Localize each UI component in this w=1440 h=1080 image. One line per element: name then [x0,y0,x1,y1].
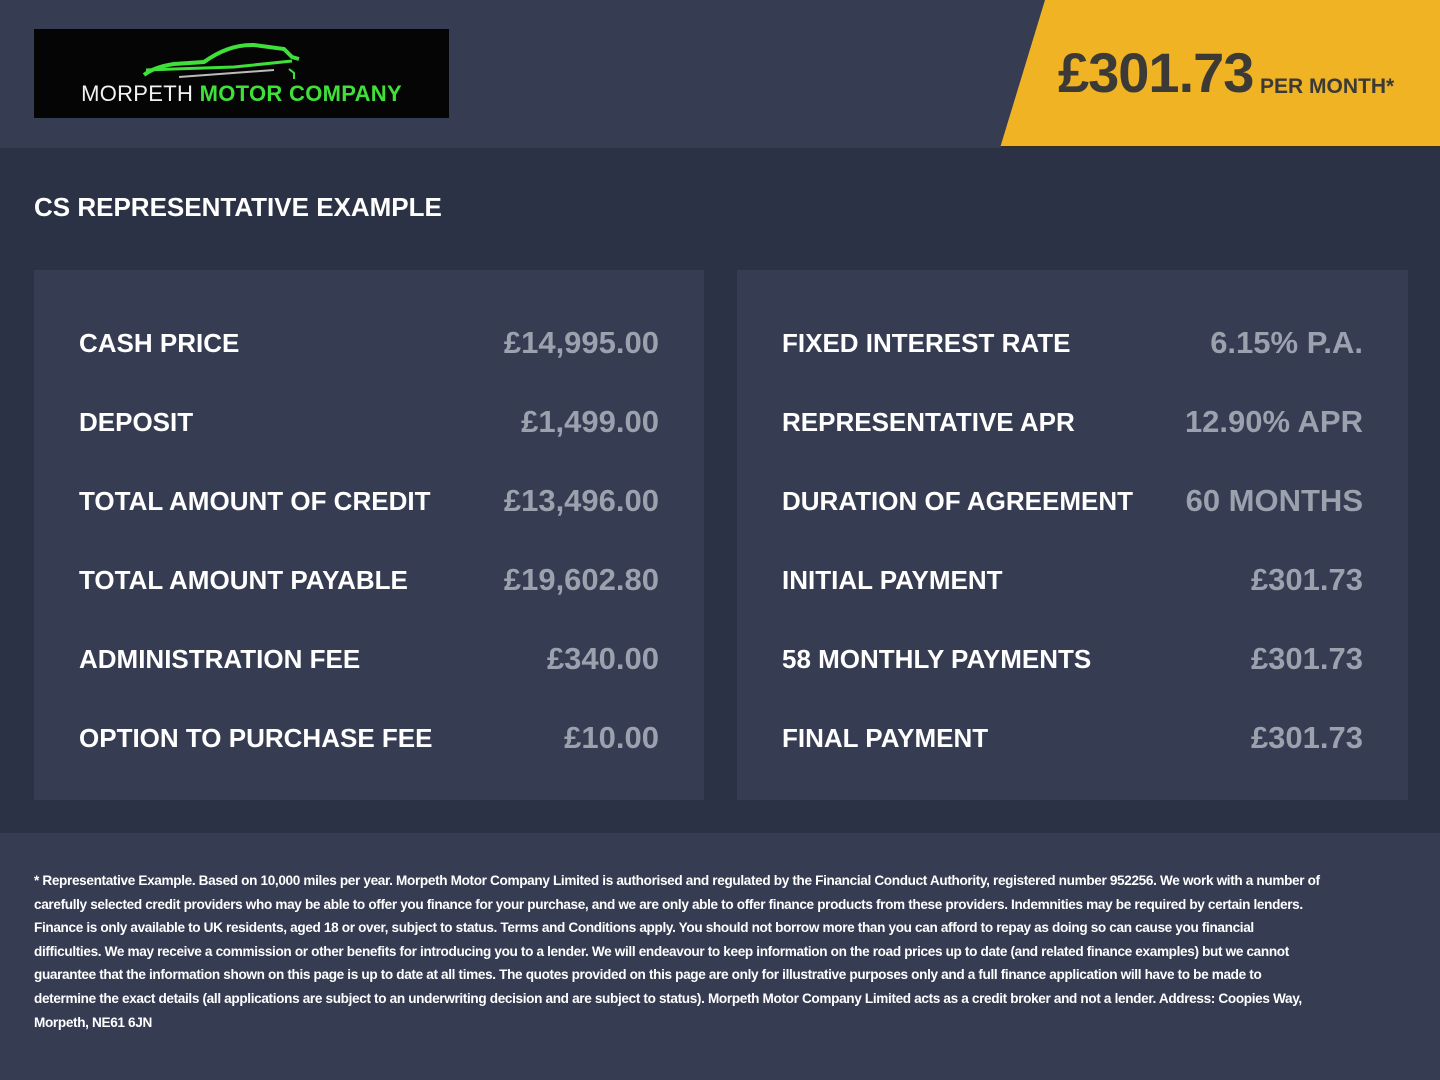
detail-label: CASH PRICE [79,327,240,358]
finance-details-left: CASH PRICE £14,995.00 DEPOSIT £1,499.00 TO… [34,270,704,800]
detail-value: £13,496.00 [503,483,659,518]
detail-label: DURATION OF AGREEMENT [782,485,1133,516]
detail-label: ADMINISTRATION FEE [79,643,361,674]
disclaimer-line: Morpeth, NE61 6JN [34,1014,152,1030]
detail-label: INITIAL PAYMENT [782,564,1003,595]
detail-row: TOTAL AMOUNT PAYABLE £19,602.80 [79,560,659,600]
monthly-price-badge: £301.73 PER MONTH* [1000,0,1440,148]
detail-value: £301.73 [1250,720,1363,755]
detail-value: £301.73 [1250,641,1363,676]
detail-row: DEPOSIT £1,499.00 [79,402,659,442]
detail-value: 6.15% P.A. [1210,325,1363,360]
disclaimer-line: * Representative Example. Based on 10,00… [34,873,1320,888]
detail-value: £301.73 [1250,562,1363,597]
disclaimer-footer: * Representative Example. Based on 10,00… [0,833,1440,1080]
detail-label: TOTAL AMOUNT PAYABLE [79,564,408,595]
disclaimer-line: Finance is only available to UK resident… [34,920,1254,936]
detail-value: £10.00 [564,720,659,755]
monthly-price: £301.73 [1058,41,1254,104]
detail-row: TOTAL AMOUNT OF CREDIT £13,496.00 [79,481,659,521]
disclaimer-line: carefully selected credit providers who … [34,896,1303,912]
detail-row: ADMINISTRATION FEE £340.00 [79,639,659,679]
detail-label: FINAL PAYMENT [782,722,989,753]
finance-details-right: FIXED INTEREST RATE 6.15% P.A. REPRESENTA… [737,270,1408,800]
detail-label: REPRESENTATIVE APR [782,406,1075,437]
detail-row: FIXED INTEREST RATE 6.15% P.A. [782,323,1363,363]
detail-label: 58 MONTHLY PAYMENTS [782,643,1092,674]
detail-label: OPTION TO PURCHASE FEE [79,722,433,753]
section-title: CS REPRESENTATIVE EXAMPLE [34,192,442,222]
per-month-label: PER MONTH* [1260,75,1395,98]
detail-value: £19,602.80 [503,562,659,597]
disclaimer-line: guarantee that the information shown on … [34,967,1262,983]
disclaimer-line: determine the exact details (all applica… [34,990,1302,1006]
detail-value: £340.00 [546,641,659,676]
disclaimer-line: difficulties. We may receive a commissio… [34,943,1289,959]
detail-value: £1,499.00 [521,404,659,439]
detail-row: REPRESENTATIVE APR 12.90% APR [782,402,1363,442]
detail-row: INITIAL PAYMENT £301.73 [782,560,1363,600]
detail-label: TOTAL AMOUNT OF CREDIT [79,485,431,516]
disclaimer-text: * Representative Example. Based on 10,00… [34,869,1320,1034]
car-silhouette-icon [142,42,300,79]
detail-row: OPTION TO PURCHASE FEE £10.00 [79,718,659,758]
logo-text: MORPETH MOTOR COMPANY [81,81,402,106]
detail-row: 58 MONTHLY PAYMENTS £301.73 [782,639,1363,679]
detail-label: DEPOSIT [79,406,194,437]
detail-value: 12.90% APR [1184,404,1363,439]
detail-value: 60 MONTHS [1185,483,1363,518]
header: MORPETH MOTOR COMPANY £301.73 PER MONTH* [0,0,1440,148]
company-logo: MORPETH MOTOR COMPANY [34,29,449,118]
detail-row: DURATION OF AGREEMENT 60 MONTHS [782,481,1363,521]
detail-row: FINAL PAYMENT £301.73 [782,718,1363,758]
detail-row: CASH PRICE £14,995.00 [79,323,659,363]
detail-label: FIXED INTEREST RATE [782,327,1071,358]
detail-value: £14,995.00 [503,325,659,360]
